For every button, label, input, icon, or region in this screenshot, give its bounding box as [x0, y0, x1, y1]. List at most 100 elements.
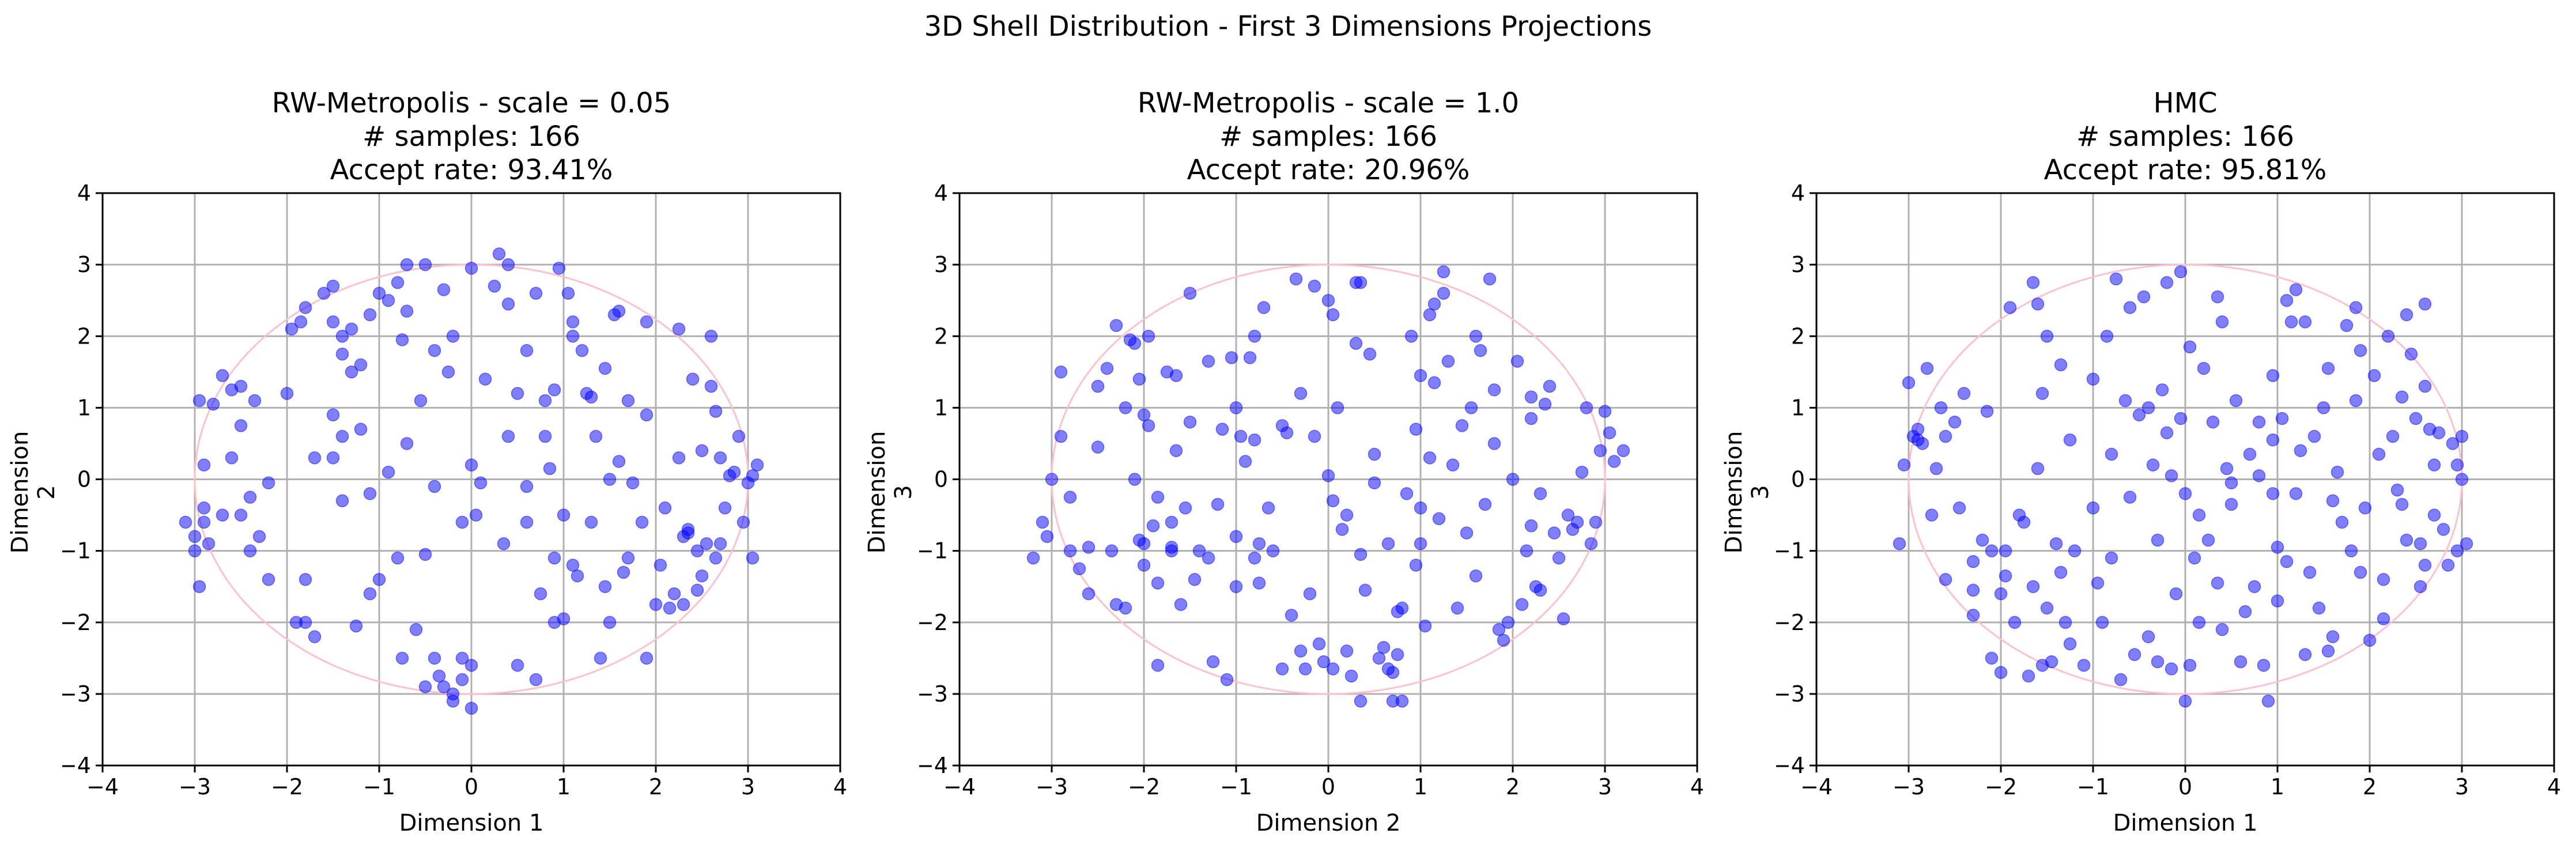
- scatter-point: [2381, 330, 2395, 343]
- scatter-point: [326, 280, 340, 293]
- scatter-point: [2063, 433, 2077, 447]
- scatter-point: [1427, 376, 1441, 390]
- scatter-point: [1538, 397, 1552, 411]
- scatter-point: [538, 394, 552, 408]
- panel-3-title: HMC # samples: 166 Accept rate: 95.81%: [1816, 86, 2554, 187]
- scatter-point: [345, 322, 358, 336]
- scatter-point: [621, 394, 635, 408]
- scatter-point: [2165, 469, 2178, 482]
- scatter-point: [285, 322, 299, 336]
- panel-3-title-line-1: HMC: [2153, 87, 2218, 119]
- scatter-point: [1308, 429, 1321, 443]
- scatter-point: [2363, 633, 2377, 647]
- scatter-point: [1524, 519, 1538, 533]
- scatter-point: [1285, 609, 1298, 622]
- x-tick-label: 1: [2271, 774, 2284, 800]
- scatter-point: [492, 247, 506, 261]
- scatter-point: [354, 358, 368, 372]
- panel-1-x-axis-label: Dimension 1: [399, 810, 544, 836]
- scatter-point: [1994, 587, 2008, 601]
- scatter-point: [1151, 576, 1165, 590]
- scatter-point: [2188, 551, 2201, 565]
- scatter-point: [2017, 515, 2031, 529]
- scatter-points: [1893, 265, 2473, 708]
- scatter-point: [1229, 580, 1243, 593]
- scatter-point: [400, 304, 414, 318]
- scatter-point: [2169, 587, 2183, 601]
- panel-1-title-line-2: # samples: 166: [362, 120, 581, 153]
- scatter-point: [2174, 265, 2188, 278]
- panel-2-title-line-3: Accept rate: 20.96%: [1187, 154, 1470, 186]
- scatter-point: [1137, 559, 1151, 572]
- scatter-point: [372, 286, 386, 300]
- scatter-point: [617, 565, 630, 579]
- scatter-point: [243, 491, 257, 504]
- panel-3-y-axis-label: Dimension 3: [1721, 431, 1774, 553]
- scatter-point: [2404, 348, 2418, 361]
- scatter-point: [584, 390, 598, 404]
- scatter-point: [520, 515, 534, 529]
- scatter-point: [1561, 508, 1575, 522]
- scatter-point: [1091, 379, 1105, 393]
- scatter-point: [1100, 361, 1114, 375]
- scatter-point: [2409, 412, 2423, 425]
- scatter-point: [1469, 330, 1483, 343]
- scatter-point: [2192, 508, 2206, 522]
- scatter-point: [1437, 286, 1451, 300]
- scatter-point: [547, 551, 561, 565]
- scatter-point: [1501, 616, 1515, 629]
- x-tick-label: −4: [1800, 774, 1833, 800]
- y-tick-label: 3: [934, 252, 948, 277]
- scatter-point: [1128, 337, 1142, 350]
- scatter-point: [2035, 387, 2049, 400]
- scatter-point: [529, 286, 543, 300]
- scatter-point: [575, 344, 589, 357]
- scatter-point: [1386, 666, 1400, 679]
- scatter-point: [1137, 537, 1151, 550]
- scatter-point: [1451, 601, 1464, 615]
- scatter-point: [598, 580, 612, 593]
- scatter-point: [391, 551, 405, 565]
- scatter-point: [1400, 487, 1414, 500]
- scatter-point: [1229, 530, 1243, 544]
- scatter-point: [713, 451, 727, 465]
- scatter-point: [1414, 369, 1427, 382]
- scatter-point: [1598, 405, 1612, 418]
- scatter-point: [1404, 330, 1418, 343]
- scatter-point: [538, 429, 552, 443]
- scatter-point: [746, 551, 760, 565]
- scatter-point: [1340, 644, 1354, 658]
- scatter-points: [1026, 265, 1630, 708]
- scatter-point: [2105, 551, 2118, 565]
- scatter-point: [686, 372, 700, 386]
- scatter-point: [2132, 408, 2146, 422]
- x-tick-label: −3: [1893, 774, 1925, 800]
- scatter-point: [1487, 437, 1501, 450]
- scatter-point: [488, 280, 501, 293]
- scatter-point: [225, 451, 239, 465]
- scatter-point: [2252, 469, 2266, 482]
- panel-3-x-axis-label: Dimension 1: [2113, 810, 2258, 836]
- scatter-point: [252, 530, 266, 544]
- scatter-point: [455, 651, 469, 665]
- scatter-point: [2441, 559, 2455, 572]
- scatter-point: [2229, 394, 2243, 408]
- y-tick-label: 0: [934, 467, 948, 492]
- scatter-point: [308, 630, 322, 643]
- scatter-point: [317, 286, 331, 300]
- scatter-point: [2178, 695, 2192, 708]
- scatter-point: [2413, 537, 2427, 550]
- scatter-point: [1497, 633, 1510, 647]
- scatter-point: [2031, 462, 2045, 476]
- scatter-point: [2335, 515, 2349, 529]
- scatter-point: [2460, 537, 2473, 550]
- scatter-point: [2248, 580, 2261, 593]
- scatter-point: [1335, 523, 1349, 536]
- x-tick-label: −1: [2077, 774, 2109, 800]
- scatter-point: [1174, 598, 1188, 611]
- scatter-points: [179, 247, 764, 715]
- scatter-point: [2298, 648, 2312, 661]
- scatter-point: [700, 537, 713, 550]
- scatter-point: [216, 369, 229, 382]
- scatter-point: [1418, 619, 1432, 633]
